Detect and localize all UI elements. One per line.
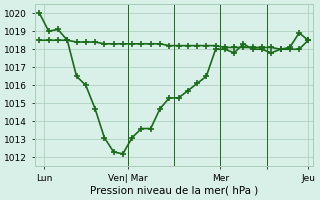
X-axis label: Pression niveau de la mer( hPa ): Pression niveau de la mer( hPa ) xyxy=(90,186,258,196)
